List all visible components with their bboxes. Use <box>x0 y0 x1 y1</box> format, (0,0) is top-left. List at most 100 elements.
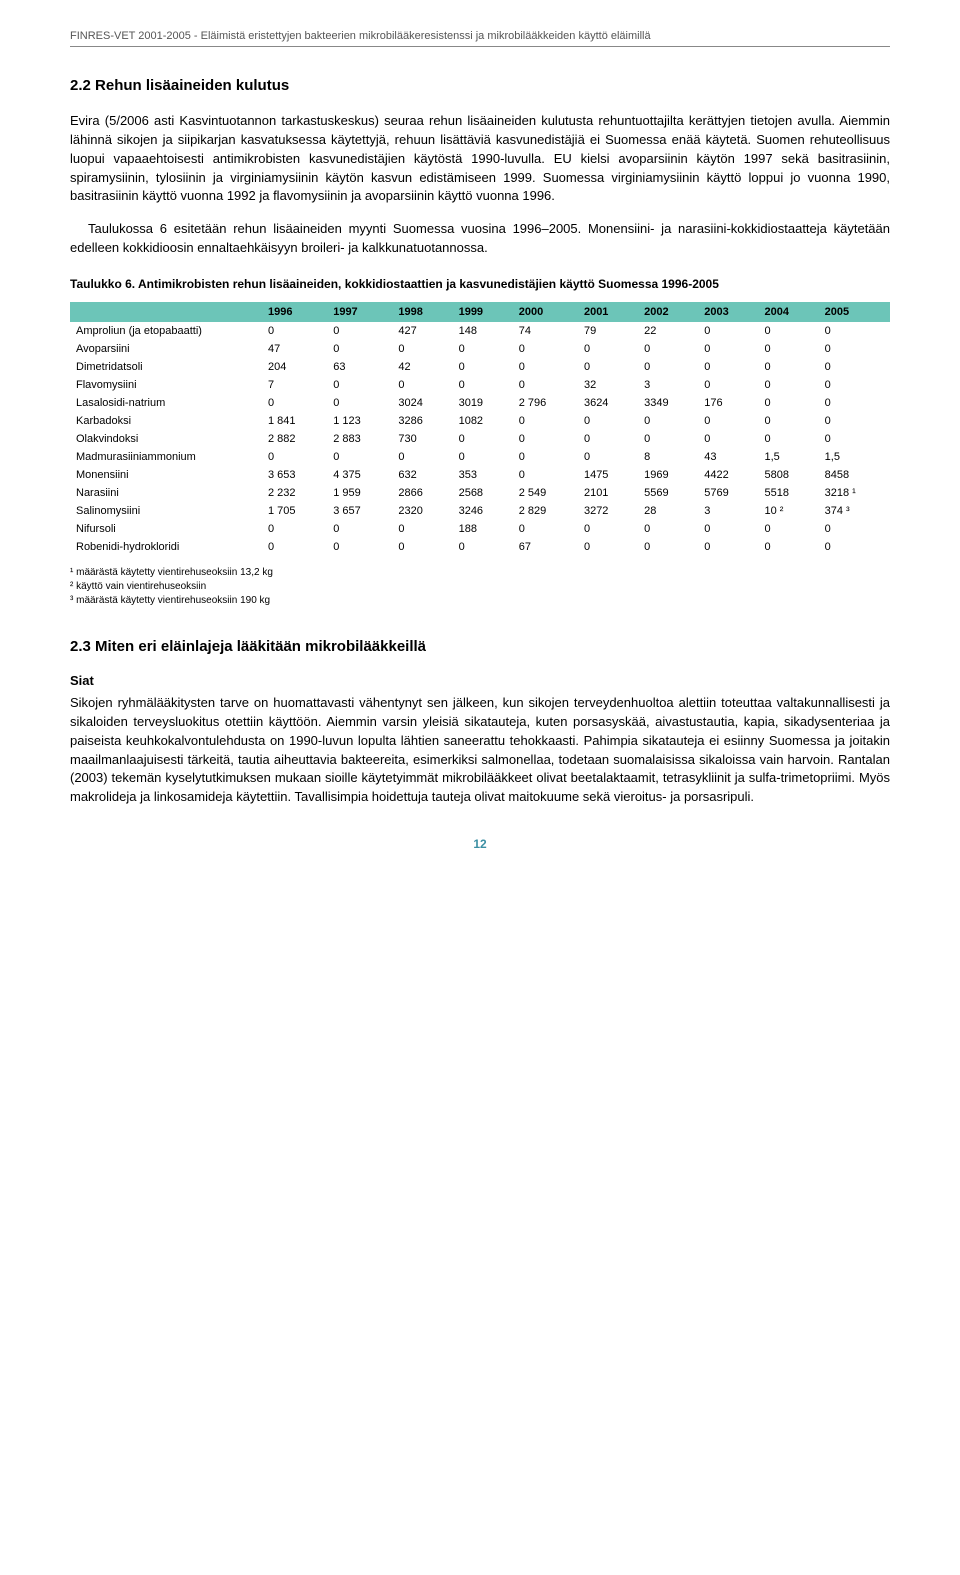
table-6-col-2: 1997 <box>327 302 392 322</box>
cell-value: 0 <box>698 358 758 376</box>
cell-value: 2101 <box>578 484 638 502</box>
table-6-col-0 <box>70 302 262 322</box>
cell-value: 0 <box>819 394 890 412</box>
cell-value: 4422 <box>698 466 758 484</box>
cell-value: 2 796 <box>513 394 578 412</box>
row-label: Salinomysiini <box>70 502 262 520</box>
table-row: Lasalosidi-natrium00302430192 7963624334… <box>70 394 890 412</box>
cell-value: 0 <box>758 376 818 394</box>
cell-value: 0 <box>513 358 578 376</box>
cell-value: 0 <box>392 520 452 538</box>
cell-value: 0 <box>819 538 890 556</box>
table-6-col-1: 1996 <box>262 302 327 322</box>
cell-value: 0 <box>578 448 638 466</box>
cell-value: 730 <box>392 430 452 448</box>
cell-value: 5518 <box>758 484 818 502</box>
cell-value: 3349 <box>638 394 698 412</box>
cell-value: 0 <box>638 358 698 376</box>
cell-value: 74 <box>513 322 578 340</box>
cell-value: 0 <box>513 466 578 484</box>
cell-value: 0 <box>638 412 698 430</box>
page-container: FINRES-VET 2001-2005 - Eläimistä eristet… <box>0 0 960 891</box>
cell-value: 3 <box>698 502 758 520</box>
cell-value: 0 <box>578 430 638 448</box>
cell-value: 3286 <box>392 412 452 430</box>
cell-value: 3624 <box>578 394 638 412</box>
footnote-3: ³ määrästä käytetty vientirehuseoksiin 1… <box>70 594 890 608</box>
cell-value: 2320 <box>392 502 452 520</box>
cell-value: 0 <box>453 448 513 466</box>
cell-value: 632 <box>392 466 452 484</box>
section-2-3-paragraph-1: Sikojen ryhmälääkitysten tarve on huomat… <box>70 694 890 807</box>
cell-value: 0 <box>392 340 452 358</box>
row-label: Karbadoksi <box>70 412 262 430</box>
cell-value: 176 <box>698 394 758 412</box>
cell-value: 2866 <box>392 484 452 502</box>
table-row: Salinomysiini1 7053 657232032462 8293272… <box>70 502 890 520</box>
cell-value: 0 <box>453 430 513 448</box>
cell-value: 3 657 <box>327 502 392 520</box>
cell-value: 0 <box>262 322 327 340</box>
cell-value: 0 <box>758 394 818 412</box>
table-6-col-10: 2005 <box>819 302 890 322</box>
cell-value: 0 <box>698 430 758 448</box>
cell-value: 5569 <box>638 484 698 502</box>
cell-value: 0 <box>327 394 392 412</box>
cell-value: 353 <box>453 466 513 484</box>
cell-value: 0 <box>513 412 578 430</box>
cell-value: 3218 ¹ <box>819 484 890 502</box>
cell-value: 0 <box>262 538 327 556</box>
cell-value: 28 <box>638 502 698 520</box>
cell-value: 0 <box>262 448 327 466</box>
cell-value: 0 <box>819 340 890 358</box>
cell-value: 0 <box>392 448 452 466</box>
cell-value: 2 882 <box>262 430 327 448</box>
cell-value: 1969 <box>638 466 698 484</box>
cell-value: 3272 <box>578 502 638 520</box>
cell-value: 0 <box>513 430 578 448</box>
cell-value: 1475 <box>578 466 638 484</box>
table-row: Narasiini2 2321 959286625682 54921015569… <box>70 484 890 502</box>
cell-value: 0 <box>513 448 578 466</box>
cell-value: 0 <box>578 520 638 538</box>
row-label: Narasiini <box>70 484 262 502</box>
cell-value: 2 549 <box>513 484 578 502</box>
cell-value: 2 829 <box>513 502 578 520</box>
cell-value: 10 ² <box>758 502 818 520</box>
cell-value: 5808 <box>758 466 818 484</box>
row-label: Olakvindoksi <box>70 430 262 448</box>
cell-value: 0 <box>453 340 513 358</box>
row-label: Nifursoli <box>70 520 262 538</box>
cell-value: 0 <box>758 520 818 538</box>
row-label: Monensiini <box>70 466 262 484</box>
cell-value: 0 <box>392 376 452 394</box>
footnote-2: ² käyttö vain vientirehuseoksiin <box>70 580 890 594</box>
cell-value: 0 <box>758 538 818 556</box>
cell-value: 0 <box>578 412 638 430</box>
table-6-col-6: 2001 <box>578 302 638 322</box>
siat-subheading: Siat <box>70 673 890 688</box>
cell-value: 2568 <box>453 484 513 502</box>
cell-value: 0 <box>758 412 818 430</box>
cell-value: 1 123 <box>327 412 392 430</box>
cell-value: 8458 <box>819 466 890 484</box>
row-label: Amproliun (ja etopabaatti) <box>70 322 262 340</box>
cell-value: 1,5 <box>758 448 818 466</box>
table-6-body: Amproliun (ja etopabaatti)00427148747922… <box>70 322 890 556</box>
cell-value: 0 <box>513 520 578 538</box>
cell-value: 2 883 <box>327 430 392 448</box>
cell-value: 22 <box>638 322 698 340</box>
cell-value: 0 <box>698 412 758 430</box>
cell-value: 3024 <box>392 394 452 412</box>
cell-value: 0 <box>513 376 578 394</box>
footnote-1: ¹ määrästä käytetty vientirehuseoksiin 1… <box>70 566 890 580</box>
table-6-footnotes: ¹ määrästä käytetty vientirehuseoksiin 1… <box>70 566 890 608</box>
cell-value: 0 <box>327 448 392 466</box>
cell-value: 0 <box>819 520 890 538</box>
table-row: Amproliun (ja etopabaatti)00427148747922… <box>70 322 890 340</box>
cell-value: 0 <box>262 394 327 412</box>
cell-value: 0 <box>327 538 392 556</box>
cell-value: 3 <box>638 376 698 394</box>
cell-value: 0 <box>758 322 818 340</box>
row-label: Robenidi-hydrokloridi <box>70 538 262 556</box>
